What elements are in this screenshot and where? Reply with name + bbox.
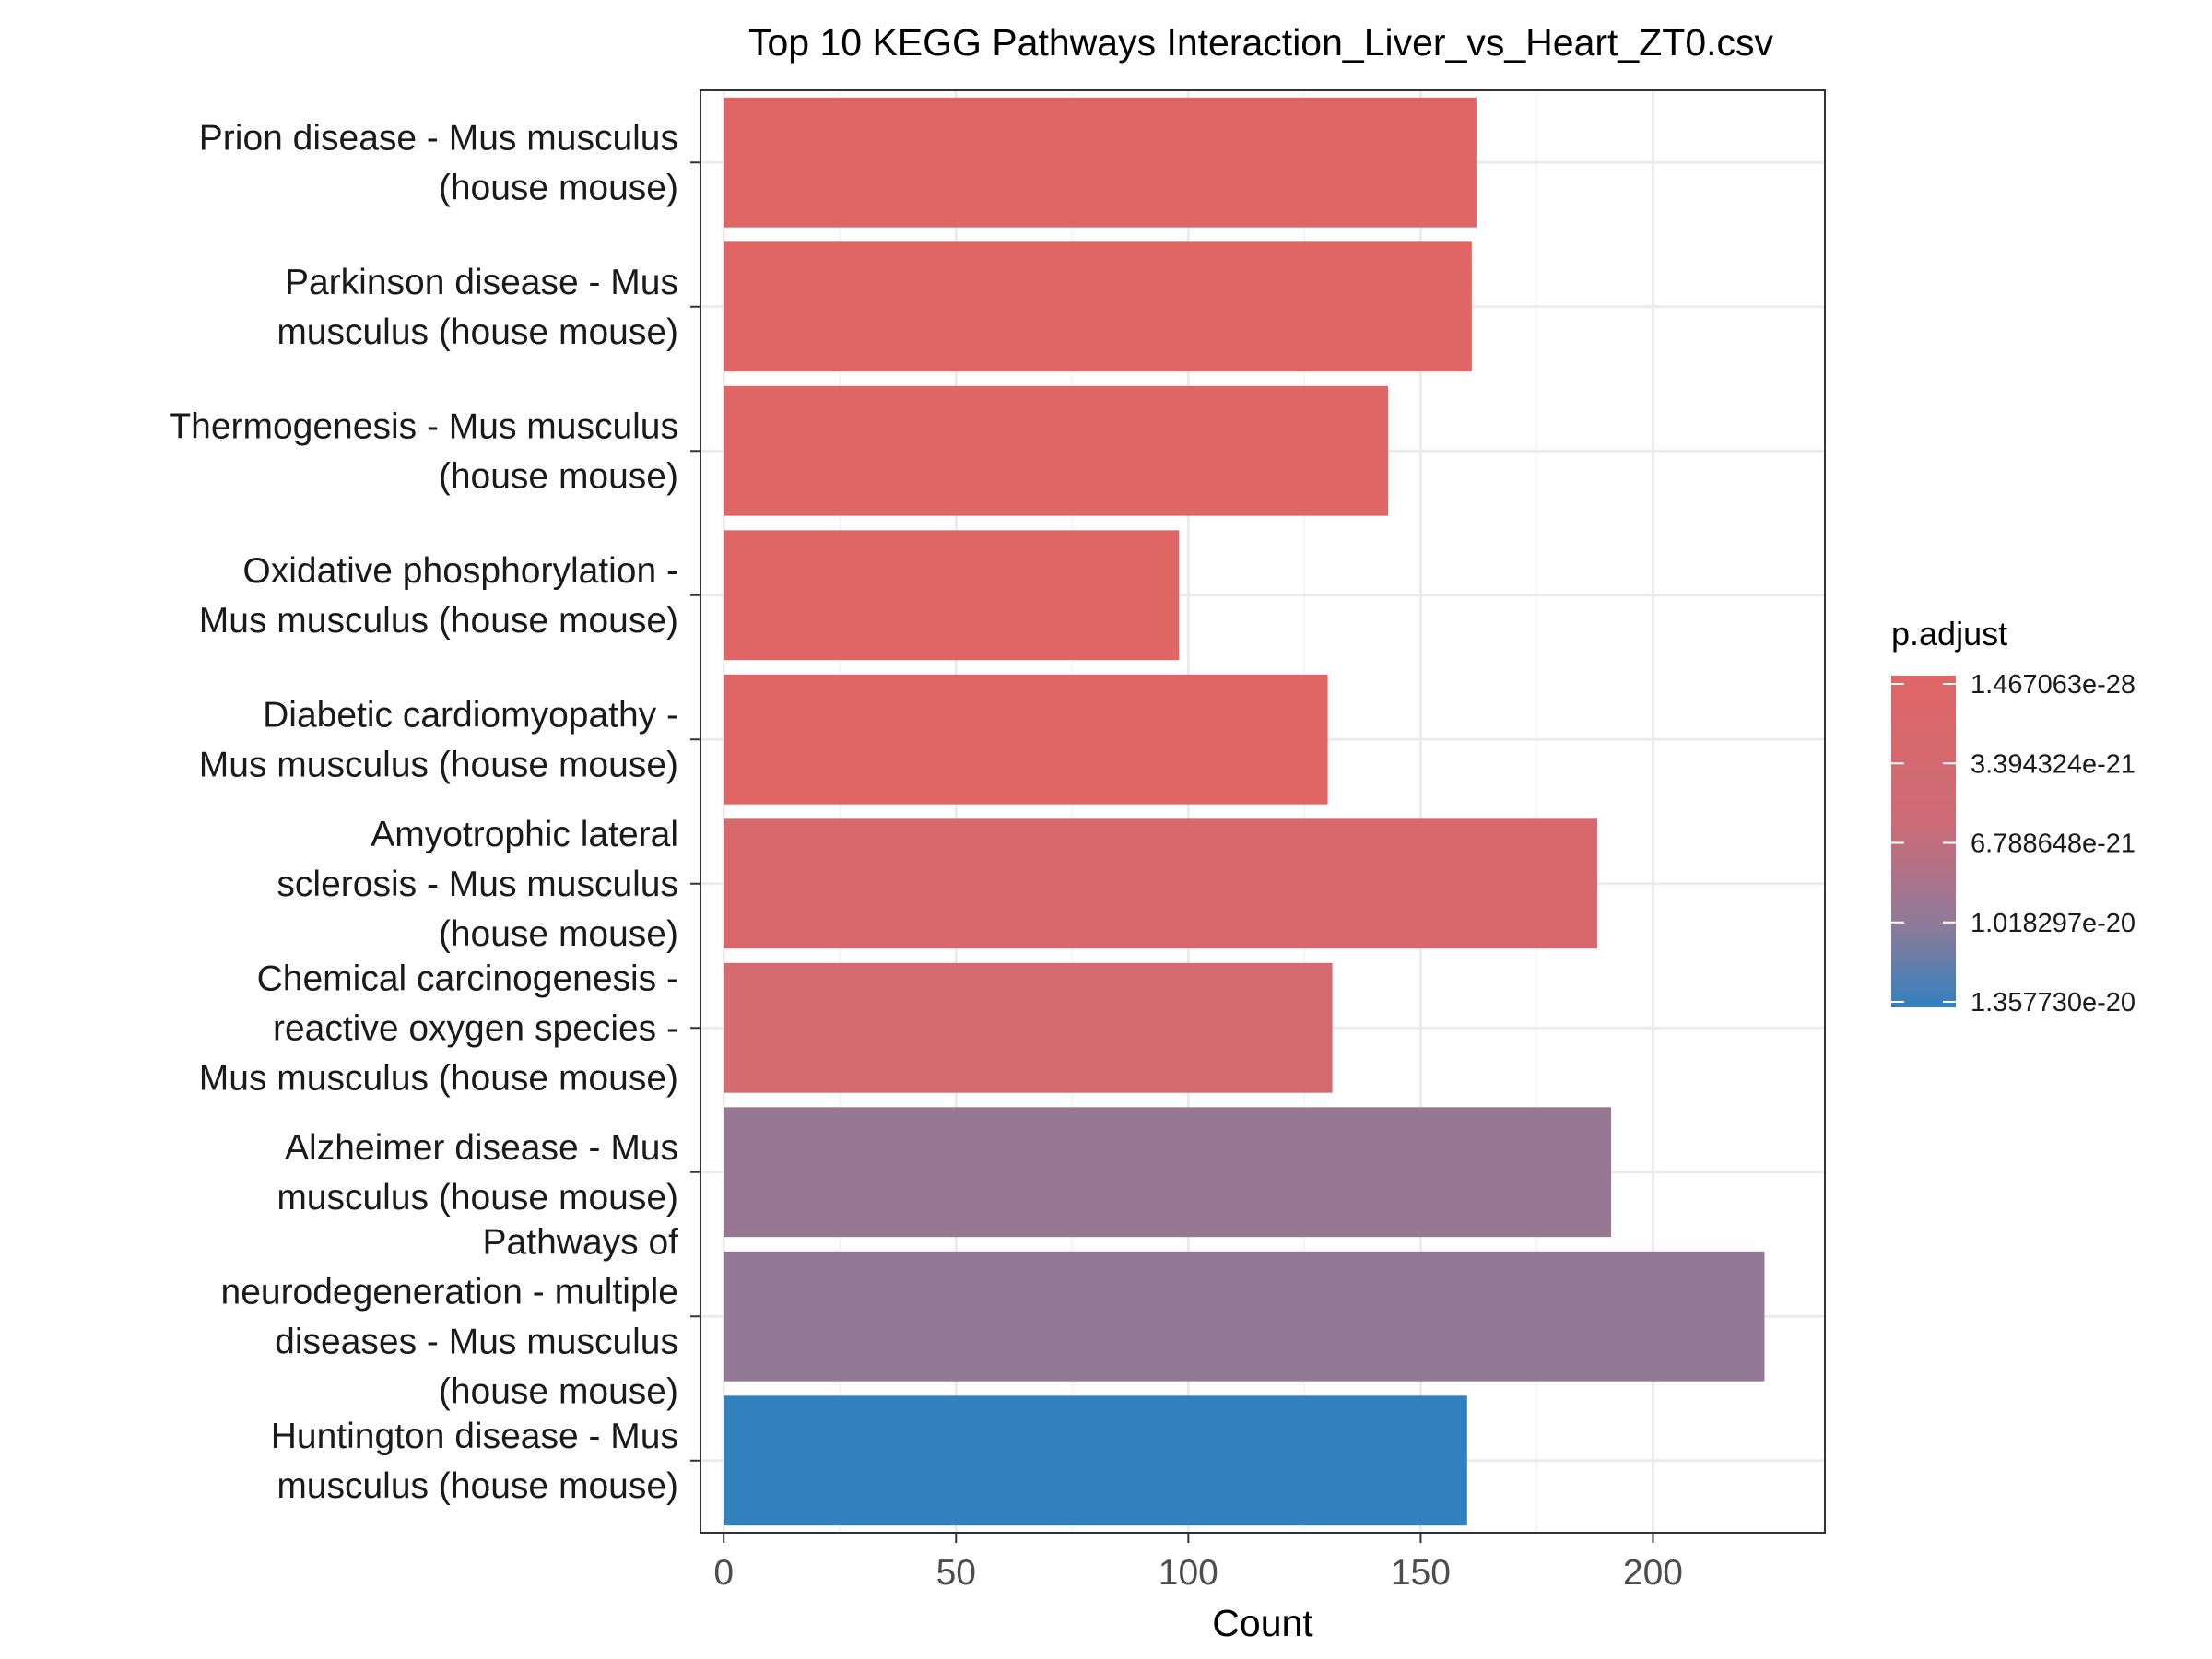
y-tick-label: Pathways of neurodegeneration - multiple d…: [221, 1222, 679, 1411]
legend-label: 1.018297e-20: [1971, 909, 2136, 938]
y-tick-label: Oxidative phosphorylation -Mus musculus …: [199, 551, 678, 641]
y-tick-label: Thermogenesis - Mus musculus (house mouse…: [169, 406, 678, 496]
bar: [724, 1107, 1612, 1238]
y-tick-label: Prion disease - Mus musculus (house mouse…: [199, 118, 678, 207]
x-tick-label: 0: [713, 1553, 734, 1593]
y-tick-label: Diabetic cardiomyopathy -Mus musculus (h…: [199, 695, 678, 784]
x-tick-label: 50: [936, 1553, 976, 1593]
legend-label: 1.467063e-28: [1971, 670, 2136, 700]
bar: [724, 674, 1328, 805]
x-tick-label: 150: [1391, 1553, 1451, 1593]
legend-label: 1.357730e-20: [1971, 988, 2136, 1018]
bar: [724, 97, 1477, 228]
x-tick-label: 100: [1159, 1553, 1218, 1593]
x-axis: 0 50 100 150 200: [713, 1533, 1683, 1593]
bar: [724, 385, 1389, 516]
y-tick-label: Amyotrophic lateral sclerosis - Mus muscu…: [276, 815, 678, 954]
x-axis-title: Count: [1212, 1602, 1313, 1644]
bar-group: [724, 97, 1765, 1526]
legend: p.adjust 1.467063e-28 3.394324e-21 6.78864…: [1891, 615, 2136, 1018]
bar: [724, 1251, 1765, 1382]
bar: [724, 1395, 1467, 1526]
chart-title: Top 10 KEGG Pathways Interaction_Liver_v…: [748, 21, 1774, 64]
y-tick-label: Parkinson disease - Mus musculus (house m…: [276, 263, 678, 352]
legend-colorbar: [1891, 676, 1956, 1007]
legend-label: 3.394324e-21: [1971, 749, 2136, 779]
bar: [724, 241, 1472, 372]
bar: [724, 962, 1333, 1093]
x-tick-label: 200: [1623, 1553, 1683, 1593]
legend-title: p.adjust: [1891, 615, 2007, 653]
y-tick-label: Huntington disease - Mus musculus (house …: [271, 1417, 678, 1506]
legend-label: 6.788648e-21: [1971, 830, 2136, 859]
bar: [724, 818, 1597, 949]
y-tick-label: Alzheimer disease - Mus musculus (house m…: [276, 1128, 678, 1218]
y-axis: Prion disease - Mus musculus (house mouse…: [169, 118, 700, 1506]
y-tick-label: Chemical carcinogenesis -reactive oxygen…: [199, 959, 678, 1098]
bar: [724, 530, 1180, 661]
panel-border: [700, 89, 1826, 1534]
